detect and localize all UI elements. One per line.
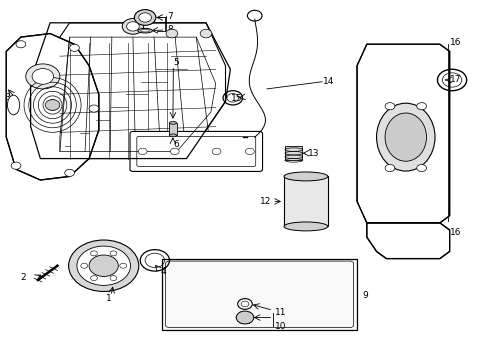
- Circle shape: [417, 103, 426, 110]
- Text: 2: 2: [20, 273, 25, 282]
- Circle shape: [122, 18, 144, 34]
- Circle shape: [139, 13, 151, 22]
- Ellipse shape: [385, 113, 426, 161]
- FancyBboxPatch shape: [130, 131, 263, 171]
- Text: 16: 16: [450, 228, 461, 237]
- Circle shape: [65, 169, 74, 176]
- Circle shape: [11, 162, 21, 169]
- Circle shape: [212, 148, 221, 155]
- Circle shape: [110, 276, 117, 280]
- Circle shape: [385, 165, 395, 172]
- Circle shape: [120, 263, 126, 268]
- Text: 14: 14: [323, 77, 334, 86]
- Circle shape: [26, 64, 60, 89]
- Polygon shape: [367, 223, 450, 258]
- Circle shape: [385, 103, 395, 110]
- Circle shape: [126, 22, 139, 31]
- Circle shape: [81, 263, 88, 268]
- Circle shape: [138, 148, 147, 155]
- Bar: [162, 258, 357, 330]
- Text: 7: 7: [167, 12, 173, 21]
- Circle shape: [171, 148, 179, 155]
- Circle shape: [89, 255, 118, 276]
- Circle shape: [45, 100, 60, 111]
- Text: 17: 17: [450, 76, 461, 85]
- Text: 10: 10: [275, 322, 287, 331]
- Ellipse shape: [141, 30, 149, 32]
- Circle shape: [236, 311, 254, 324]
- Circle shape: [77, 246, 130, 285]
- Ellipse shape: [138, 28, 152, 33]
- Polygon shape: [30, 23, 225, 158]
- Circle shape: [91, 276, 98, 280]
- Text: 16: 16: [450, 38, 461, 47]
- Ellipse shape: [284, 222, 328, 231]
- Ellipse shape: [376, 103, 435, 171]
- Ellipse shape: [7, 95, 20, 115]
- Polygon shape: [357, 44, 450, 223]
- Text: 9: 9: [362, 291, 368, 300]
- Circle shape: [134, 10, 156, 25]
- Circle shape: [69, 240, 139, 292]
- Circle shape: [200, 29, 212, 38]
- Ellipse shape: [284, 172, 328, 181]
- Text: 3: 3: [4, 93, 10, 102]
- Circle shape: [166, 29, 178, 38]
- Circle shape: [16, 41, 26, 48]
- Text: 4: 4: [160, 267, 166, 276]
- Ellipse shape: [169, 134, 176, 137]
- Circle shape: [245, 148, 254, 155]
- Circle shape: [110, 251, 117, 256]
- Text: 8: 8: [167, 26, 173, 35]
- Bar: [285, 146, 302, 160]
- Circle shape: [91, 251, 98, 256]
- Circle shape: [32, 68, 53, 84]
- Text: 12: 12: [260, 197, 272, 206]
- Text: 5: 5: [173, 58, 179, 67]
- Text: 1: 1: [106, 294, 112, 303]
- Ellipse shape: [169, 121, 176, 124]
- Circle shape: [70, 44, 79, 51]
- Bar: [170, 123, 177, 135]
- Text: 15: 15: [231, 94, 243, 103]
- Text: 13: 13: [308, 149, 320, 158]
- Bar: [284, 176, 328, 226]
- Circle shape: [89, 105, 99, 112]
- Circle shape: [417, 165, 426, 172]
- Text: 11: 11: [275, 309, 287, 318]
- Text: 6: 6: [173, 140, 179, 149]
- Polygon shape: [6, 33, 99, 180]
